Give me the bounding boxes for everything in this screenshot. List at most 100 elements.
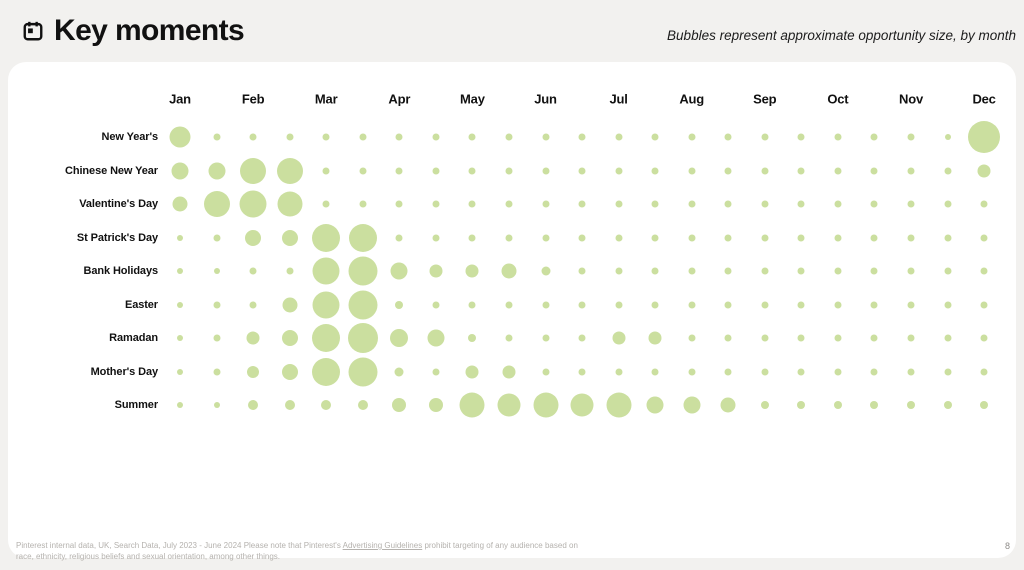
bubble: [980, 334, 988, 342]
bubble: [542, 301, 549, 308]
bubble: [347, 323, 378, 353]
bubble: [542, 368, 549, 375]
month-label-jul: Jul: [609, 91, 628, 107]
bubble: [392, 398, 407, 412]
bubble: [286, 133, 294, 141]
title-wrap: Key moments: [22, 14, 245, 48]
bubble: [724, 167, 732, 174]
bubble: [834, 167, 842, 174]
bubble: [870, 267, 878, 275]
bubble: [541, 266, 550, 276]
bubble: [570, 393, 594, 417]
bubble: [870, 301, 878, 308]
bubble: [468, 334, 477, 342]
bubble: [977, 164, 991, 177]
bubble: [171, 162, 189, 179]
bubble: [980, 401, 989, 409]
bubble: [724, 133, 732, 141]
bubble: [797, 401, 806, 409]
bubble: [390, 329, 409, 347]
bubble: [724, 267, 732, 275]
bubble: [542, 167, 549, 174]
bubble: [245, 229, 262, 246]
bubble: [240, 157, 267, 184]
bubble: [651, 133, 659, 141]
bubble: [277, 191, 303, 217]
bubble: [312, 223, 341, 252]
bubble: [944, 134, 951, 140]
bubble: [281, 330, 298, 346]
bubble: [612, 331, 626, 345]
bubble: [501, 263, 517, 279]
bubble: [468, 167, 476, 174]
bubble: [968, 121, 1001, 153]
bubble: [348, 256, 378, 286]
bubble: [797, 167, 805, 174]
bubble: [249, 301, 257, 308]
bubble: [395, 200, 403, 208]
bubble: [348, 223, 377, 252]
bubble: [172, 196, 188, 212]
bubble: [542, 200, 549, 208]
bubble: [542, 133, 549, 141]
bubble: [615, 200, 623, 208]
bubble: [870, 368, 878, 375]
bubble: [870, 401, 879, 409]
bubble: [213, 368, 221, 375]
bubble: [797, 267, 805, 275]
bubble: [797, 200, 805, 208]
bubble: [834, 368, 842, 375]
bubble: [870, 234, 878, 241]
chart-subtitle: Bubbles represent approximate opportunit…: [667, 28, 1016, 43]
bubble: [177, 368, 183, 375]
bubble: [688, 200, 696, 208]
page-title: Key moments: [54, 14, 245, 47]
bubble: [177, 402, 183, 408]
bubble: [432, 200, 440, 208]
bubble: [208, 162, 226, 179]
bubble: [395, 234, 403, 241]
bubble: [615, 301, 623, 308]
bubble: [797, 133, 805, 141]
bubble: [615, 267, 623, 275]
bubble: [428, 398, 443, 412]
bubble: [944, 234, 952, 241]
bubble: [651, 234, 659, 241]
bubble: [249, 267, 257, 275]
month-label-sep: Sep: [753, 91, 777, 107]
month-label-mar: Mar: [314, 91, 338, 107]
bubble: [870, 200, 878, 208]
bubble: [724, 234, 732, 241]
bubble: [761, 200, 769, 208]
bubble: [761, 301, 769, 308]
bubble: [870, 133, 878, 141]
bubble: [651, 368, 659, 375]
bubble: [606, 392, 632, 418]
bubble: [907, 133, 915, 141]
bubble: [615, 167, 623, 174]
bubble: [213, 234, 221, 241]
bubble: [724, 200, 732, 208]
bubble: [177, 234, 183, 241]
bubble: [834, 200, 842, 208]
bubble: [505, 200, 513, 208]
bubble: [322, 200, 330, 208]
bubble: [943, 401, 952, 409]
bubble: [615, 368, 623, 375]
bubble: [944, 267, 952, 275]
bubble: [247, 365, 260, 378]
bubble: [578, 167, 586, 174]
bubble: [797, 234, 805, 241]
bubble: [312, 324, 341, 352]
bubble: [651, 267, 659, 275]
bubble: [907, 401, 915, 409]
bubble: [761, 133, 769, 141]
row-label: Ramadan: [109, 332, 158, 344]
advertising-guidelines-link[interactable]: Advertising Guidelines: [342, 541, 423, 550]
bubble: [648, 331, 662, 345]
bubble: [282, 297, 298, 312]
month-label-dec: Dec: [972, 91, 996, 107]
calendar-icon: [22, 20, 44, 42]
bubble: [432, 133, 440, 141]
bubble: [578, 334, 586, 342]
